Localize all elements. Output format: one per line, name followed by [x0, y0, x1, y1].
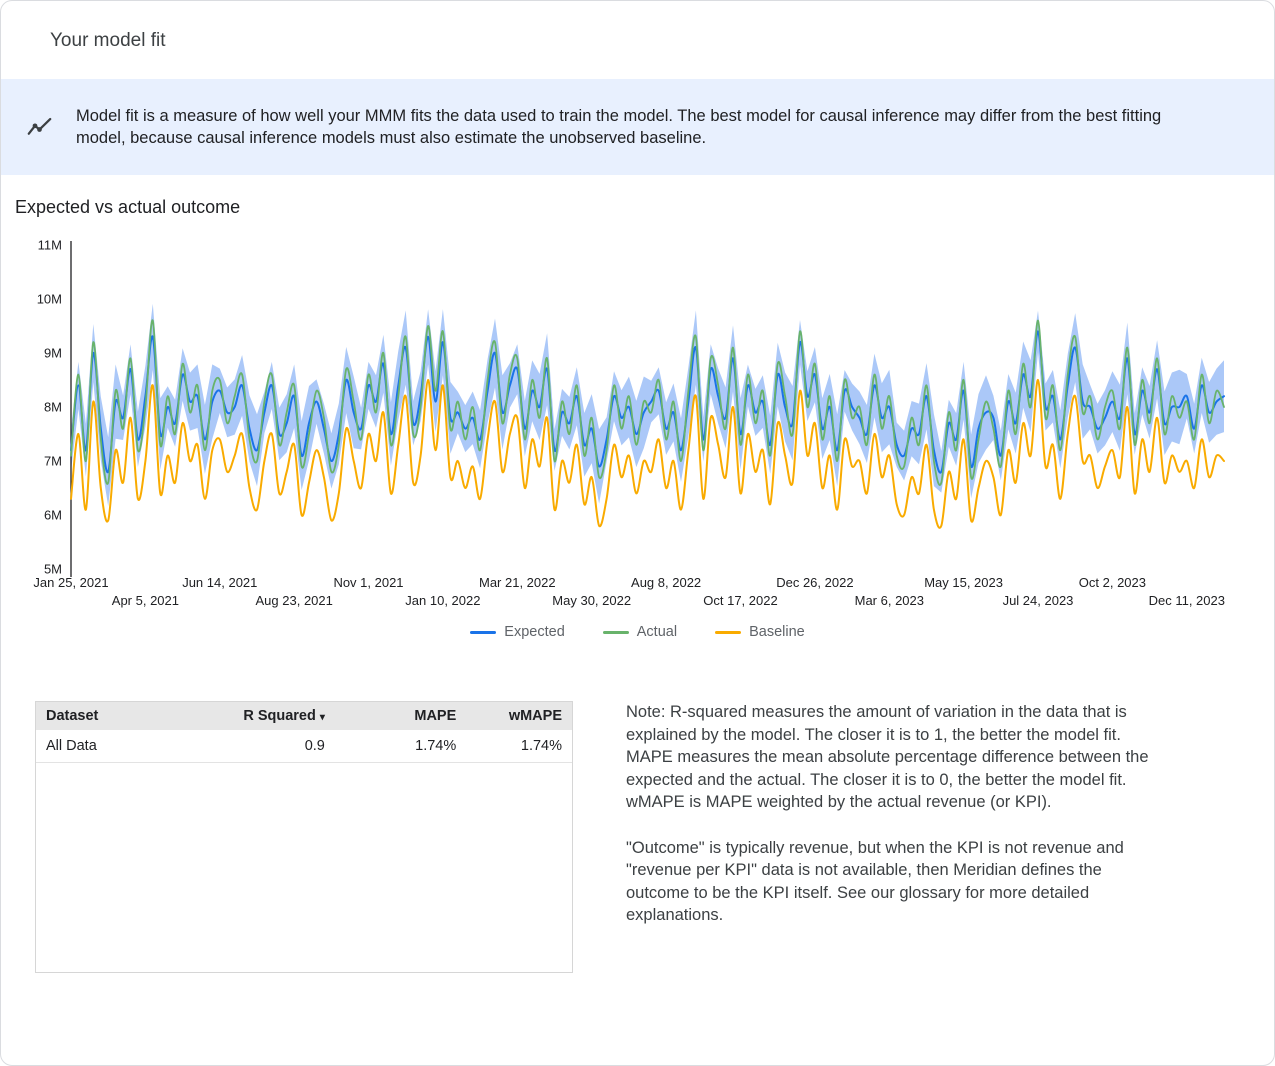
- legend-swatch-baseline: [715, 630, 742, 634]
- legend-item-actual[interactable]: Actual: [602, 624, 678, 640]
- x-tick-label: Dec 11, 2023: [1149, 593, 1225, 608]
- note-paragraph-2: "Outcome" is typically revenue, but when…: [626, 838, 1124, 925]
- y-tick-label: 5M: [44, 562, 62, 577]
- x-tick-label: Jan 25, 2021: [33, 575, 108, 590]
- x-tick-label: Jun 14, 2021: [182, 575, 257, 590]
- chart-legend: Expected Actual Baseline: [1, 621, 1274, 643]
- cell-r-squared: 0.9: [200, 730, 335, 763]
- info-banner-text: Model fit is a measure of how well your …: [76, 107, 1162, 147]
- table-header-row: Dataset R Squared ▾ MAPE wMAPE: [36, 702, 572, 730]
- notes: Note: R-squared measures the amount of v…: [626, 701, 1166, 973]
- x-tick-label: Jul 24, 2023: [1003, 593, 1074, 608]
- legend-label: Baseline: [749, 624, 805, 640]
- table-header-r-squared[interactable]: R Squared ▾: [200, 702, 335, 730]
- series-line-baseline: [70, 378, 1225, 529]
- x-tick-label: Apr 5, 2021: [112, 593, 179, 608]
- y-tick-label: 6M: [44, 508, 62, 523]
- chart-section: Expected vs actual outcome 5M 6M 7M 8M 9M 10M…: [1, 175, 1274, 643]
- insights-icon: [27, 117, 52, 135]
- card-header: Your model fit: [1, 1, 1274, 79]
- table-header-r-squared-label: R Squared: [243, 708, 316, 724]
- chart-title: Expected vs actual outcome: [15, 197, 241, 217]
- table-header-dataset: Dataset: [36, 702, 201, 730]
- legend-label: Actual: [636, 624, 678, 640]
- legend-swatch-actual: [602, 630, 629, 634]
- legend-item-expected[interactable]: Expected: [470, 624, 565, 640]
- x-tick-label: Aug 23, 2021: [256, 593, 333, 608]
- cell-wmape: 1.74%: [466, 730, 572, 763]
- legend-label: Expected: [504, 624, 565, 640]
- cell-mape: 1.74%: [334, 730, 467, 763]
- page-title: Your model fit: [50, 30, 166, 51]
- table-header-wmape: wMAPE: [466, 702, 572, 730]
- legend-swatch-expected: [470, 630, 497, 634]
- table-header-mape: MAPE: [334, 702, 467, 730]
- table-row: All Data 0.9 1.74% 1.74%: [36, 730, 572, 763]
- info-banner: Model fit is a measure of how well your …: [1, 79, 1274, 175]
- y-tick-label: 9M: [44, 346, 62, 361]
- series-line-actual: [70, 319, 1225, 486]
- x-tick-label: Oct 17, 2022: [703, 593, 777, 608]
- legend-item-baseline[interactable]: Baseline: [715, 624, 805, 640]
- x-tick-label: Mar 6, 2023: [855, 593, 924, 608]
- x-tick-label: Mar 21, 2022: [479, 575, 556, 590]
- note-paragraph-1: Note: R-squared measures the amount of v…: [626, 703, 1149, 811]
- model-fit-table: Dataset R Squared ▾ MAPE wMAPE All Data 0…: [36, 702, 572, 763]
- x-tick-label: Aug 8, 2022: [631, 575, 701, 590]
- model-fit-table-container: Dataset R Squared ▾ MAPE wMAPE All Data 0…: [35, 701, 573, 973]
- bottom-section: Dataset R Squared ▾ MAPE wMAPE All Data 0…: [1, 701, 1274, 973]
- y-tick-label: 11M: [38, 238, 62, 253]
- x-tick-label: Dec 26, 2022: [776, 575, 853, 590]
- x-tick-label: Oct 2, 2023: [1079, 575, 1146, 590]
- sort-arrow-icon[interactable]: ▾: [319, 712, 325, 723]
- y-tick-label: 10M: [37, 292, 62, 307]
- x-tick-label: Jan 10, 2022: [405, 593, 480, 608]
- x-tick-label: Nov 1, 2021: [333, 575, 403, 590]
- cell-dataset: All Data: [36, 730, 201, 763]
- x-tick-label: May 30, 2022: [552, 593, 631, 608]
- y-tick-label: 7M: [44, 454, 62, 469]
- y-tick-label: 8M: [44, 400, 62, 415]
- x-tick-label: May 15, 2023: [924, 575, 1003, 590]
